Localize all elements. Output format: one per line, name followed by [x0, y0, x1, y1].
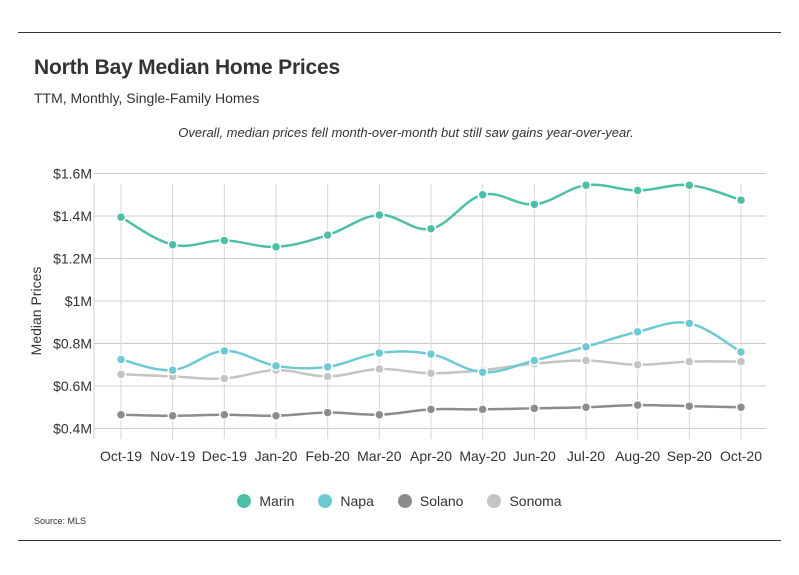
y-tick-label: $0.6M — [53, 378, 92, 394]
data-point-marin — [684, 179, 695, 191]
y-axis-title: Median Prices — [28, 267, 44, 356]
y-tick-label: $0.4M — [53, 421, 92, 437]
legend-item-marin: Marin — [237, 493, 294, 509]
data-point-solano — [115, 409, 127, 420]
legend-label: Marin — [259, 493, 295, 509]
data-point-napa — [425, 348, 437, 360]
x-tick-label: Nov-19 — [150, 448, 195, 464]
data-point-napa — [115, 354, 127, 365]
x-tick-label: Oct-20 — [720, 448, 762, 464]
x-tick-label: Feb-20 — [305, 448, 350, 464]
y-tick-label: $0.8M — [53, 336, 92, 352]
y-tick-label: $1.6M — [53, 166, 92, 182]
legend-marker — [487, 494, 502, 508]
data-point-marin — [167, 239, 178, 250]
legend-marker — [318, 494, 333, 508]
data-point-marin — [270, 241, 282, 253]
x-tick-label: Jul-20 — [567, 448, 605, 464]
data-point-napa — [270, 360, 282, 372]
data-point-solano — [219, 409, 230, 420]
x-tick-label: Jan-20 — [255, 448, 298, 464]
y-tick-label: $1.4M — [53, 208, 92, 224]
data-point-solano — [684, 400, 695, 412]
data-point-sonoma — [322, 371, 333, 382]
data-point-solano — [735, 402, 747, 413]
data-point-napa — [167, 364, 178, 376]
data-point-marin — [425, 223, 437, 234]
data-point-solano — [322, 407, 333, 418]
legend-item-solano: Solano — [397, 493, 464, 509]
chart-title: North Bay Median Home Prices — [34, 56, 340, 79]
bottom-rule — [18, 540, 781, 541]
top-rule — [18, 32, 781, 33]
data-point-solano — [529, 403, 540, 414]
data-point-napa — [580, 341, 592, 352]
x-tick-label: Dec-19 — [202, 448, 247, 464]
data-point-sonoma — [580, 355, 592, 366]
data-point-sonoma — [684, 356, 695, 367]
data-point-napa — [219, 345, 230, 357]
y-tick-label: $1.2M — [53, 251, 92, 267]
y-tick-label: $1M — [65, 293, 92, 309]
data-point-marin — [580, 179, 592, 191]
legend-label: Solano — [419, 493, 464, 509]
data-point-solano — [167, 410, 178, 421]
legend: Marin Napa Solano Sonoma — [0, 493, 799, 509]
data-point-sonoma — [219, 373, 230, 384]
x-tick-label: Sep-20 — [667, 448, 712, 464]
data-point-marin — [374, 209, 385, 221]
legend-item-sonoma: Sonoma — [487, 493, 562, 509]
data-point-sonoma — [632, 359, 643, 370]
data-point-marin — [477, 189, 488, 200]
x-tick-label: Apr-20 — [410, 448, 452, 464]
data-point-napa — [529, 355, 540, 366]
data-point-sonoma — [374, 363, 385, 375]
data-point-solano — [425, 404, 437, 415]
data-point-solano — [632, 399, 643, 411]
data-point-marin — [115, 211, 127, 223]
data-point-marin — [322, 229, 333, 241]
chart-subtitle: TTM, Monthly, Single-Family Homes — [34, 90, 260, 106]
data-point-marin — [219, 235, 230, 246]
data-point-napa — [632, 326, 643, 338]
data-point-solano — [580, 402, 592, 413]
data-point-napa — [322, 361, 333, 373]
data-point-marin — [632, 185, 643, 196]
x-tick-label: Aug-20 — [615, 448, 660, 464]
data-point-sonoma — [735, 356, 747, 367]
data-point-solano — [374, 409, 385, 420]
legend-label: Sonoma — [509, 493, 562, 509]
legend-marker — [397, 494, 412, 508]
data-point-solano — [477, 404, 488, 415]
x-tick-label: Jun-20 — [513, 448, 556, 464]
legend-item-napa: Napa — [318, 493, 374, 509]
legend-marker — [237, 494, 252, 508]
data-point-marin — [735, 194, 747, 206]
x-tick-label: Mar-20 — [357, 448, 402, 464]
data-point-solano — [270, 410, 282, 421]
x-tick-label: Oct-19 — [100, 448, 142, 464]
data-point-sonoma — [115, 369, 127, 380]
legend-label: Napa — [340, 493, 374, 509]
data-point-sonoma — [425, 368, 437, 379]
chart-note: Overall, median prices fell month-over-m… — [178, 125, 634, 140]
data-point-napa — [477, 366, 488, 378]
source-note: Source: MLS — [34, 516, 87, 526]
data-point-marin — [529, 199, 540, 210]
data-point-napa — [374, 347, 385, 359]
x-tick-label: May-20 — [459, 448, 506, 464]
data-point-napa — [684, 318, 695, 329]
data-point-napa — [735, 346, 747, 358]
